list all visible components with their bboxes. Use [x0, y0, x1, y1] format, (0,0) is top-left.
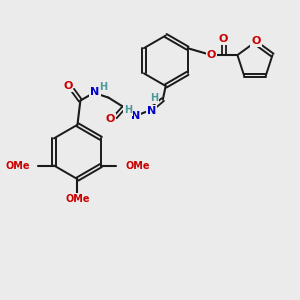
Text: O: O: [207, 50, 216, 60]
Text: OMe: OMe: [125, 160, 150, 170]
Text: N: N: [147, 106, 156, 116]
Text: N: N: [131, 111, 140, 121]
Text: O: O: [106, 114, 115, 124]
Text: O: O: [251, 36, 261, 46]
Text: H: H: [124, 105, 132, 115]
Text: OMe: OMe: [65, 194, 90, 205]
Text: H: H: [150, 93, 158, 103]
Text: O: O: [63, 81, 72, 91]
Text: N: N: [90, 87, 100, 97]
Text: OMe: OMe: [5, 160, 30, 170]
Text: H: H: [100, 82, 108, 92]
Text: O: O: [218, 34, 228, 44]
